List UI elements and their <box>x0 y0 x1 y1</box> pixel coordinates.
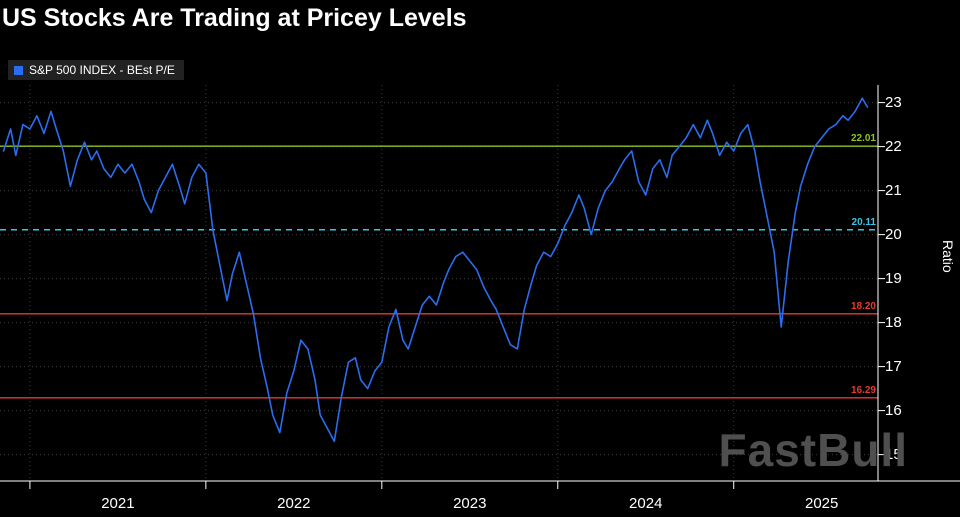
y-axis-title: Ratio <box>940 240 956 273</box>
y-tick-label: 17 <box>885 357 902 375</box>
watermark-logo: FastBull <box>718 424 908 476</box>
y-tick-label: 19 <box>885 269 902 287</box>
reference-line-label: 22.01 <box>850 133 876 145</box>
page-title: US Stocks Are Trading at Pricey Levels <box>2 4 467 32</box>
y-tick-label: 20 <box>885 225 902 243</box>
x-tick-label: 2021 <box>101 495 135 512</box>
x-tick-label: 2022 <box>277 495 311 512</box>
x-tick-label: 2024 <box>629 495 663 512</box>
x-tick-label: 2025 <box>805 495 839 512</box>
legend-label: S&P 500 INDEX - BEst P/E <box>29 63 175 77</box>
y-tick-label: 23 <box>885 93 902 111</box>
legend-swatch-icon <box>14 65 23 75</box>
y-tick-label: 21 <box>885 181 902 199</box>
x-tick-label: 2023 <box>453 495 487 512</box>
legend: S&P 500 INDEX - BEst P/E <box>8 60 184 80</box>
y-tick-label: 15 <box>885 445 902 463</box>
reference-line-label: 16.29 <box>850 384 876 396</box>
y-tick-label: 16 <box>885 401 902 419</box>
y-tick-label: 22 <box>885 137 902 155</box>
y-tick-label: 18 <box>885 313 902 331</box>
reference-line-label: 20.11 <box>851 216 876 228</box>
price-ratio-line <box>2 97 869 443</box>
reference-line-label: 18.20 <box>850 300 876 312</box>
